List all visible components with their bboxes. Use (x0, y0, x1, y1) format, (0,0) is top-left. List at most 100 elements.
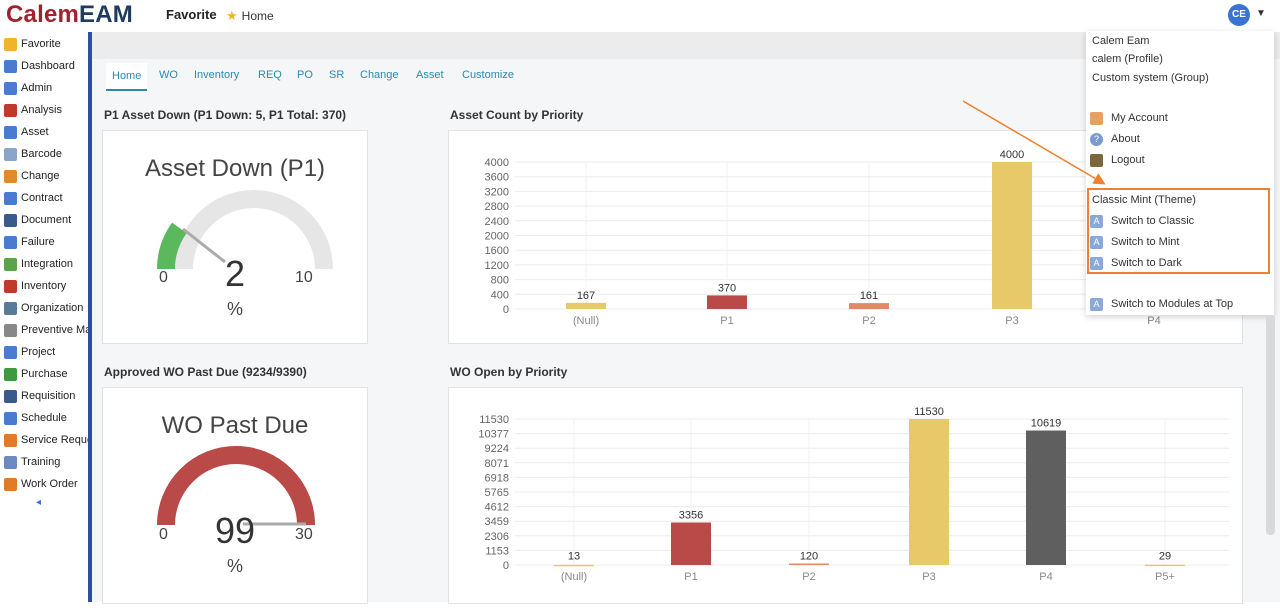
theme-highlight-box (1087, 188, 1270, 274)
sidebar-item-asset[interactable]: Asset (0, 121, 88, 143)
sidebar-collapse-icon[interactable]: ◂ (36, 497, 42, 508)
sidebar-item-integration[interactable]: Integration (0, 253, 88, 275)
sidebar-item-contract[interactable]: Contract (0, 187, 88, 209)
logout-item[interactable]: Logout (1090, 151, 1145, 169)
sidebar-item-admin[interactable]: Admin (0, 77, 88, 99)
panel-title-wo-open: WO Open by Priority (450, 365, 568, 379)
panel-title-p1-asset-down: P1 Asset Down (P1 Down: 5, P1 Total: 370… (104, 108, 347, 122)
gauge-value: 99 (214, 510, 256, 551)
y-tick-label: 6918 (485, 472, 509, 484)
bar-p2[interactable] (849, 303, 889, 309)
sidebar-item-label: Failure (21, 236, 55, 248)
tab-customize[interactable]: Customize (462, 69, 514, 81)
x-tick-label: P1 (684, 571, 697, 583)
y-tick-label: 4612 (485, 502, 509, 514)
sidebar-item-requisition[interactable]: Requisition (0, 385, 88, 407)
logo-eam: EAM (79, 1, 133, 28)
my-account-item[interactable]: My Account (1090, 109, 1168, 127)
y-tick-label: 1600 (485, 245, 509, 257)
bar-null[interactable] (554, 564, 594, 567)
integration-icon (4, 257, 17, 271)
sidebar-item-dashboard[interactable]: Dashboard (0, 55, 88, 77)
sidebar-item-label: Requisition (21, 390, 76, 402)
switch-dark-label: Switch to Dark (1111, 257, 1182, 269)
tab-req[interactable]: REQ (258, 69, 282, 81)
sidebar-item-label: Barcode (21, 148, 62, 160)
sidebar-item-favorite[interactable]: Favorite (0, 33, 88, 55)
switch-mint-item[interactable]: A Switch to Mint (1090, 233, 1179, 251)
sidebar-item-organization[interactable]: Organization (0, 297, 88, 319)
favorite-menu[interactable]: Favorite (166, 7, 217, 22)
bar-p5+[interactable] (1145, 564, 1185, 567)
sidebar-item-purchase[interactable]: Purchase (0, 363, 88, 385)
bar-value-label: 11530 (914, 406, 944, 418)
sidebar-item-project[interactable]: Project (0, 341, 88, 363)
tab-home[interactable]: Home (106, 63, 148, 91)
x-tick-label: (Null) (573, 315, 599, 327)
bar-p3[interactable] (992, 162, 1032, 309)
switch-dark-item[interactable]: A Switch to Dark (1090, 254, 1182, 272)
switch-icon: A (1090, 235, 1103, 249)
sidebar-item-training[interactable]: Training (0, 451, 88, 473)
tab-sr[interactable]: SR (329, 69, 345, 81)
admin-icon (4, 81, 17, 95)
gauge-unit: % (226, 299, 243, 319)
sidebar-item-preventive-ma[interactable]: Preventive Ma (0, 319, 88, 341)
tab-change[interactable]: Change (360, 69, 399, 81)
group-link[interactable]: Custom system (Group) (1092, 72, 1209, 84)
tab-wo[interactable]: WO (159, 69, 178, 81)
bar-p1[interactable] (707, 295, 747, 309)
sidebar-item-analysis[interactable]: Analysis (0, 99, 88, 121)
sidebar-item-label: Favorite (21, 38, 61, 50)
bar-value-label: 4000 (1000, 149, 1024, 161)
sidebar-item-label: Work Order (21, 478, 78, 490)
x-tick-label: (Null) (561, 571, 587, 583)
vertical-scrollbar[interactable] (1266, 315, 1275, 535)
sidebar-item-label: Project (21, 346, 56, 358)
gauge-unit: % (226, 556, 243, 576)
sidebar-item-change[interactable]: Change (0, 165, 88, 187)
bar-p1[interactable] (671, 522, 711, 565)
sidebar-item-failure[interactable]: Failure (0, 231, 88, 253)
y-tick-label: 2306 (485, 531, 509, 543)
x-tick-label: P2 (862, 315, 875, 327)
x-tick-label: P3 (922, 571, 935, 583)
sidebar-item-work-order[interactable]: Work Order (0, 473, 88, 495)
tab-po[interactable]: PO (297, 69, 313, 81)
sidebar-item-inventory[interactable]: Inventory (0, 275, 88, 297)
switch-classic-item[interactable]: A Switch to Classic (1090, 212, 1194, 230)
app-logo[interactable]: CalemEAM (6, 1, 133, 29)
tab-asset[interactable]: Asset (416, 69, 444, 81)
sidebar-item-label: Organization (21, 302, 84, 314)
gauge-panel-asset-down: Asset Down (P1) 0 10 2 % (102, 130, 368, 344)
sidebar-item-document[interactable]: Document (0, 209, 88, 231)
bar-p3[interactable] (909, 419, 949, 565)
x-tick-label: P4 (1039, 571, 1052, 583)
sidebar-item-label: Asset (21, 126, 49, 138)
sidebar-item-schedule[interactable]: Schedule (0, 407, 88, 429)
bar-p2[interactable] (789, 563, 829, 565)
bar-null[interactable] (566, 302, 606, 309)
about-item[interactable]: ? About (1090, 130, 1140, 148)
bar-value-label: 167 (577, 290, 595, 302)
gauge-min: 0 (159, 526, 168, 543)
inventory-icon (4, 279, 17, 293)
home-link[interactable]: ★ Home (226, 8, 274, 24)
my-account-label: My Account (1111, 112, 1168, 124)
tab-inventory[interactable]: Inventory (194, 69, 240, 81)
schedule-icon (4, 411, 17, 425)
asset-icon (4, 125, 17, 139)
bar-p4[interactable] (1026, 430, 1066, 565)
sidebar-item-label: Training (21, 456, 61, 468)
x-tick-label: P2 (802, 571, 815, 583)
user-avatar[interactable]: CE (1228, 4, 1250, 26)
dashboard-tabs: Home WO Inventory REQ PO SR Change Asset Customi… (92, 59, 1280, 93)
sidebar-item-label: Inventory (21, 280, 67, 292)
sidebar-item-service-reque[interactable]: Service Reque (0, 429, 88, 451)
switch-modules-top-item[interactable]: A Switch to Modules at Top (1090, 295, 1233, 313)
chevron-down-icon[interactable]: ▼ (1256, 8, 1266, 19)
profile-link[interactable]: calem (Profile) (1092, 53, 1163, 65)
sidebar-item-barcode[interactable]: Barcode (0, 143, 88, 165)
sidebar-item-label: Admin (21, 82, 53, 94)
gauge-fill (157, 446, 315, 526)
